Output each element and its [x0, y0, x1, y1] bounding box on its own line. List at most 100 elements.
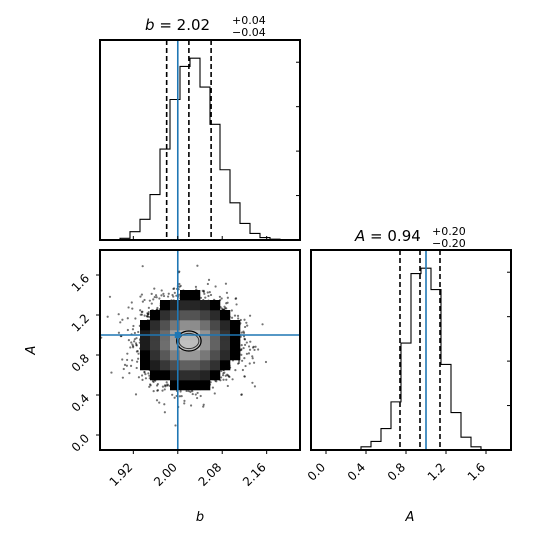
scatter-point	[150, 302, 153, 305]
scatter-point	[237, 362, 240, 365]
density-bin	[170, 370, 181, 381]
scatter-point	[141, 378, 144, 381]
scatter-point	[134, 393, 138, 396]
contour-core	[178, 332, 200, 350]
scatter-point	[235, 303, 238, 306]
density-bin	[190, 360, 201, 371]
scatter-point	[162, 294, 166, 298]
scatter-point	[148, 299, 151, 302]
density-bin	[210, 310, 221, 321]
scatter-point	[139, 295, 142, 298]
scatter-point	[243, 357, 246, 360]
scatter-point	[155, 399, 159, 402]
scatter-point	[137, 330, 140, 334]
title-a: A = 0.94	[354, 227, 421, 245]
scatter-point	[213, 392, 216, 395]
scatter-point	[230, 309, 233, 312]
scatter-point	[160, 294, 163, 297]
scatter-point	[148, 374, 151, 377]
scatter-point	[131, 343, 134, 346]
scatter-point	[173, 291, 176, 294]
scatter-point	[140, 293, 144, 296]
scatter-point	[129, 364, 133, 367]
scatter-point	[158, 401, 161, 404]
marginal-b-histogram	[100, 40, 300, 241]
scatter-point	[223, 371, 226, 374]
scatter-point	[211, 386, 215, 389]
density-bin	[160, 350, 171, 361]
scatter-point	[233, 314, 237, 317]
density-bin	[200, 310, 211, 321]
scatter-point	[164, 385, 167, 388]
density-bin	[200, 370, 211, 381]
density-bin	[180, 340, 191, 351]
scatter-point	[137, 376, 141, 379]
density-bin	[180, 380, 191, 391]
scatter-point	[224, 282, 228, 285]
joint-density	[100, 250, 300, 450]
scatter-point	[240, 331, 243, 334]
scatter-point	[247, 352, 251, 355]
scatter-point	[152, 380, 155, 384]
scatter-point	[230, 316, 234, 319]
density-bin	[160, 320, 171, 331]
scatter-point	[175, 294, 178, 297]
scatter-point	[174, 424, 177, 427]
scatter-point	[132, 324, 135, 328]
scatter-point	[156, 389, 159, 392]
scatter-point	[243, 338, 247, 341]
y-tick-label-a: 1.6	[69, 271, 92, 294]
scatter-point	[203, 292, 206, 295]
scatter-point	[137, 352, 140, 355]
marginal-a-panel: A = 0.94 +0.20 −0.20 0.0 0.4 0.8 1.2 1.6	[305, 225, 512, 484]
scatter-point	[189, 404, 193, 407]
scatter-point	[172, 287, 175, 290]
scatter-point	[196, 264, 199, 267]
scatter-point	[253, 385, 257, 388]
scatter-point	[150, 292, 153, 295]
scatter-point	[248, 314, 252, 317]
scatter-point	[166, 383, 169, 386]
scatter-point	[243, 318, 246, 321]
scatter-point	[133, 340, 136, 343]
scatter-point	[141, 265, 144, 268]
scatter-point	[147, 312, 150, 316]
x-tick-label-b: 2.00	[151, 460, 180, 489]
density-bin	[140, 360, 151, 371]
scatter-point	[161, 385, 165, 388]
scatter-point	[199, 394, 202, 398]
scatter-point	[243, 375, 246, 378]
density-bin	[190, 290, 201, 301]
scatter-point	[204, 296, 207, 299]
scatter-point	[136, 360, 139, 363]
scatter-point	[173, 396, 176, 399]
xlabel-b: b	[196, 510, 204, 525]
scatter-point	[119, 321, 122, 324]
contour-inner	[176, 330, 202, 352]
density-bin	[160, 340, 171, 351]
scatter-point	[236, 314, 240, 317]
scatter-point	[136, 350, 139, 353]
scatter-point	[133, 338, 136, 341]
scatter-point	[245, 321, 248, 324]
density-bin	[140, 320, 151, 331]
scatter-point	[139, 309, 142, 312]
scatter-point	[158, 297, 161, 300]
scatter-point	[226, 301, 229, 304]
scatter-point	[121, 318, 124, 321]
density-bin	[160, 300, 171, 311]
scatter-point	[117, 331, 121, 334]
marginal-b-frame	[99, 39, 301, 241]
density-bin	[220, 360, 231, 371]
scatter-point	[220, 297, 223, 300]
scatter-point	[240, 393, 243, 396]
density-bin	[210, 370, 221, 381]
density-bin	[200, 300, 211, 311]
x-tick-label-a: 0.0	[305, 460, 328, 483]
scatter-point	[189, 390, 192, 393]
scatter-point	[227, 374, 230, 377]
density-bin	[230, 340, 241, 351]
scatter-point	[172, 295, 175, 298]
scatter-point	[194, 285, 198, 288]
scatter-point	[245, 341, 248, 344]
